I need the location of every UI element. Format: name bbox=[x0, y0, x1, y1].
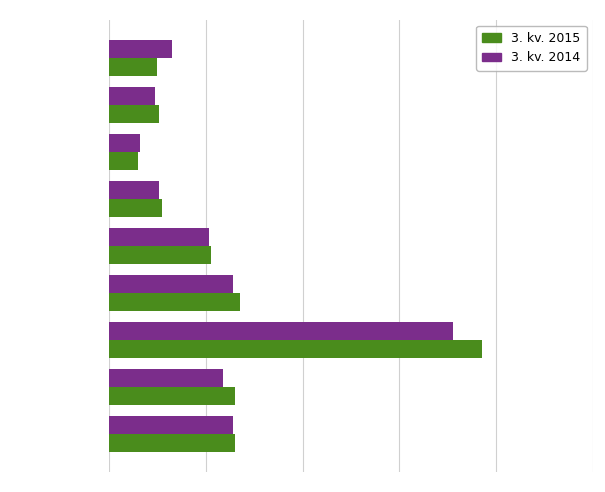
Bar bbox=[109, 416, 233, 434]
Bar bbox=[109, 105, 159, 123]
Bar bbox=[109, 246, 211, 264]
Bar bbox=[109, 181, 159, 199]
Bar bbox=[109, 40, 172, 58]
Bar bbox=[109, 87, 155, 105]
Bar bbox=[109, 199, 162, 217]
Bar bbox=[109, 387, 235, 405]
Bar bbox=[109, 340, 482, 358]
Bar bbox=[109, 275, 233, 293]
Bar bbox=[109, 152, 138, 170]
Bar bbox=[109, 293, 240, 311]
Bar bbox=[109, 369, 223, 387]
Bar bbox=[109, 434, 235, 452]
Bar bbox=[109, 228, 209, 246]
Bar bbox=[109, 322, 453, 340]
Bar bbox=[109, 134, 140, 152]
Legend: 3. kv. 2015, 3. kv. 2014: 3. kv. 2015, 3. kv. 2014 bbox=[476, 26, 587, 71]
Bar bbox=[109, 58, 157, 76]
